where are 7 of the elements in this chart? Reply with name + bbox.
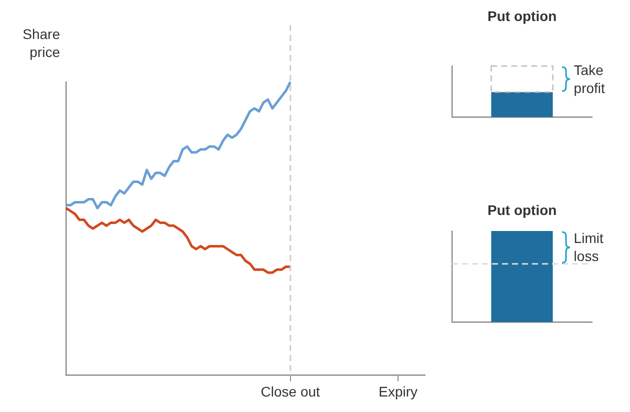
chart-title: Put option [488,202,557,218]
y-axis-title: Share price [22,25,60,61]
text: Limit loss [574,229,604,266]
x-tick-label: Expiry [378,383,418,400]
text: Take profit [574,61,606,98]
chart-title: Put option [488,8,557,24]
x-tick-label: Close out [260,383,320,400]
